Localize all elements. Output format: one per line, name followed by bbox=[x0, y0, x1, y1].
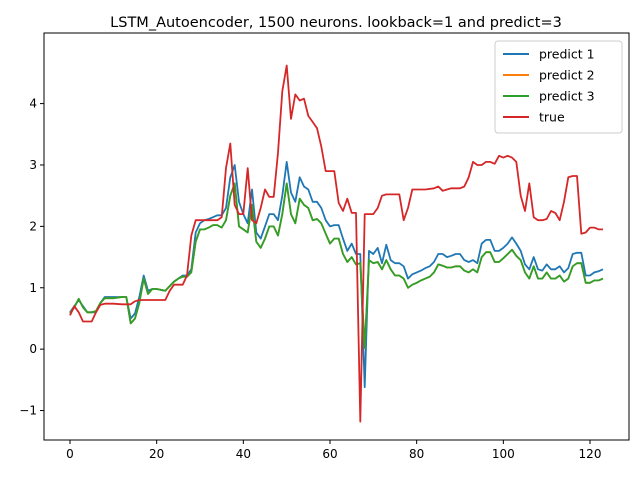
y-tick-label-4: 3 bbox=[29, 158, 37, 172]
y-tick-label-0: −1 bbox=[19, 404, 37, 418]
x-tick-label-4: 80 bbox=[409, 447, 424, 461]
x-tick-label-1: 20 bbox=[149, 447, 164, 461]
chart-title: LSTM_Autoencoder, 1500 neurons. lookback… bbox=[110, 15, 562, 31]
x-axis: 0 20 40 60 80 100 120 bbox=[66, 440, 601, 461]
legend-label-3: true bbox=[539, 110, 565, 125]
y-tick-label-5: 4 bbox=[29, 97, 37, 111]
x-tick-label-6: 120 bbox=[579, 447, 602, 461]
legend: predict 1 predict 2 predict 3 true bbox=[494, 40, 623, 134]
x-tick-label-5: 100 bbox=[492, 447, 515, 461]
x-tick-label-3: 60 bbox=[322, 447, 337, 461]
plot-frame bbox=[43, 32, 630, 441]
legend-label-1: predict 2 bbox=[539, 68, 595, 83]
y-axis: −1 0 1 2 3 4 bbox=[19, 97, 44, 418]
x-tick-label-0: 0 bbox=[66, 447, 74, 461]
y-tick-label-3: 2 bbox=[29, 219, 37, 233]
series-line-0 bbox=[69, 161, 604, 389]
legend-label-2: predict 3 bbox=[539, 89, 595, 104]
series-line-3 bbox=[69, 64, 603, 423]
plot-lines bbox=[69, 64, 604, 423]
legend-label-0: predict 1 bbox=[539, 47, 595, 62]
y-tick-label-2: 1 bbox=[29, 281, 37, 295]
legend-box bbox=[494, 40, 623, 134]
y-tick-label-1: 0 bbox=[29, 342, 37, 356]
x-tick-label-2: 40 bbox=[236, 447, 251, 461]
series-line-2 bbox=[69, 182, 604, 349]
